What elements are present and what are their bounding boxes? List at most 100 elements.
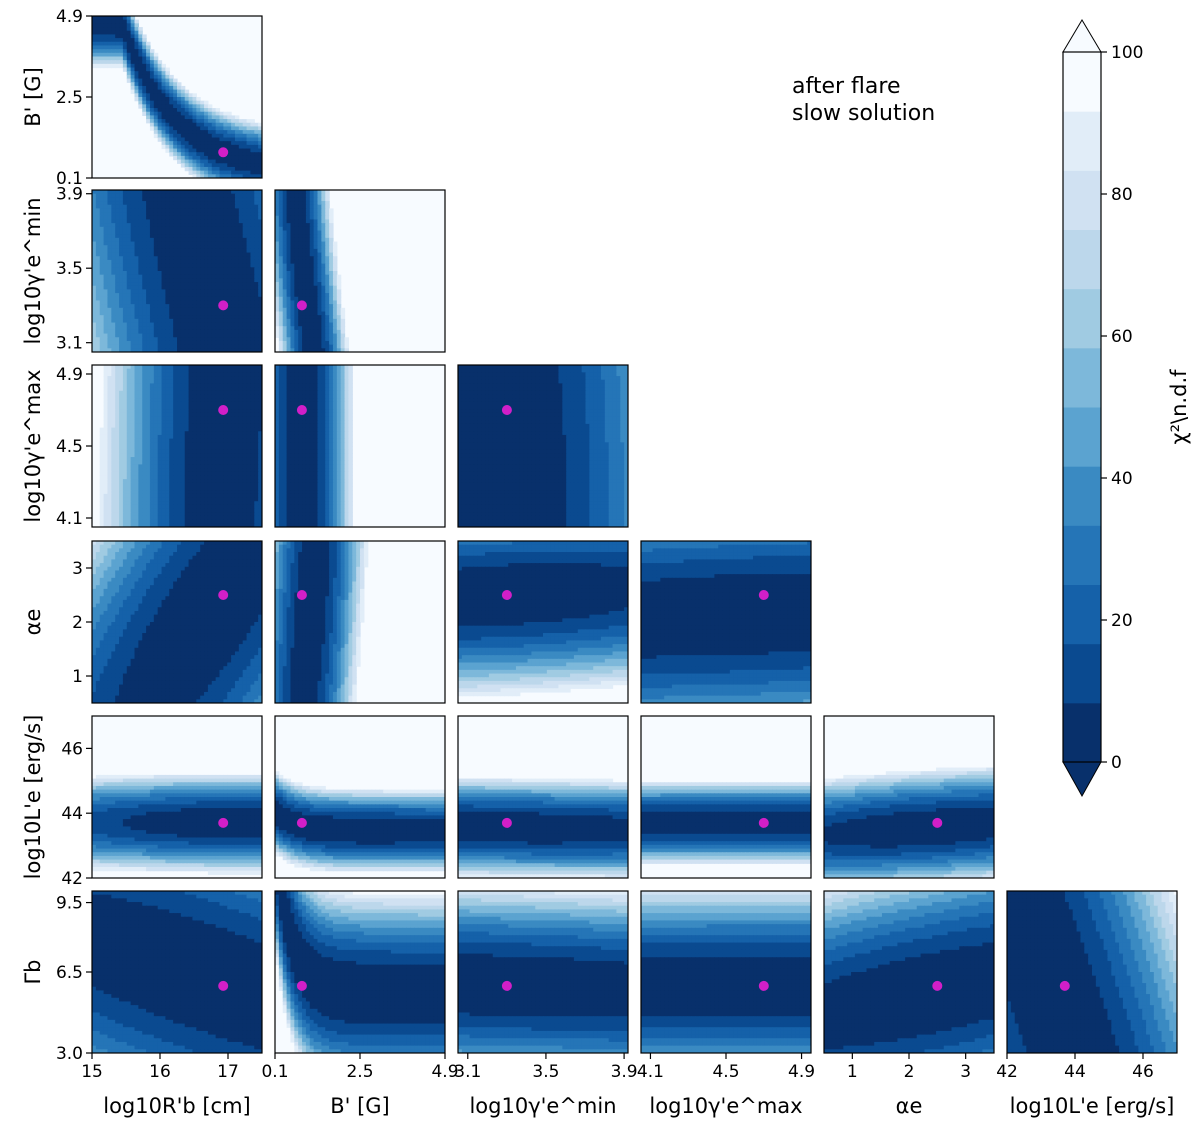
y-tick-label: 0.1 <box>56 169 83 189</box>
colorbar-level <box>1063 643 1101 704</box>
x-tick-label: 1 <box>847 1062 858 1082</box>
y-tick-label: 3.1 <box>56 334 83 354</box>
x-axis-label-R: log10R'b [cm] <box>103 1094 251 1118</box>
panel-B-vs-alpha <box>274 540 446 704</box>
colorbar-level <box>1063 584 1101 645</box>
panel-frame <box>457 890 629 1054</box>
y-tick-label: 46 <box>61 739 83 759</box>
panel-R-vs-B: 0.1 2.5 4.9 <box>56 7 263 189</box>
panel-gmax-vs-Le <box>640 715 812 879</box>
x-tick-label: 17 <box>217 1062 239 1082</box>
y-tick-label: 6.5 <box>56 963 83 983</box>
x-tick-label: 16 <box>149 1062 171 1082</box>
panel-B-vs-Gb: 0.1 2.5 4.9 <box>261 890 459 1082</box>
y-tick-label: 4.1 <box>56 509 83 529</box>
best-fit-marker <box>296 590 307 600</box>
best-fit-marker <box>501 405 512 415</box>
panel-frame <box>640 540 812 704</box>
best-fit-marker <box>296 405 307 415</box>
colorbar-extend-top <box>1062 19 1102 53</box>
panel-R-vs-alpha: 1 2 3 <box>72 540 263 704</box>
x-tick-label: 44 <box>1064 1062 1086 1082</box>
y-tick-label: 3.5 <box>56 259 83 279</box>
y-axis-label-Gb: Γb <box>21 959 45 984</box>
x-tick-label: 4.1 <box>637 1062 664 1082</box>
y-tick-label: 42 <box>61 869 83 889</box>
best-fit-marker <box>501 980 512 991</box>
best-fit-marker <box>296 300 307 311</box>
y-tick-label: 44 <box>61 804 83 824</box>
panel-frame <box>274 715 446 879</box>
panel-gmin-vs-Le <box>457 715 629 879</box>
colorbar-level <box>1063 170 1101 230</box>
x-tick-label: 3 <box>960 1062 971 1082</box>
panel-frame <box>640 715 812 879</box>
y-tick-label: 3 <box>72 559 83 579</box>
panel-B-vs-gmax <box>274 364 446 528</box>
best-fit-marker <box>501 590 512 600</box>
colorbar-level <box>1063 111 1101 171</box>
best-fit-marker <box>218 590 229 600</box>
x-axis-label-gmin: log10γ'e^min <box>469 1094 616 1118</box>
x-axis-label-B: B' [G] <box>330 1094 390 1118</box>
colorbar-level <box>1063 52 1101 112</box>
panel-frame <box>823 715 995 879</box>
panel-frame <box>457 540 629 704</box>
best-fit-marker <box>218 300 229 311</box>
x-tick-label: 46 <box>1132 1062 1154 1082</box>
y-tick-label: 1 <box>72 667 83 687</box>
colorbar-level <box>1063 407 1101 467</box>
colorbar-tick-label: 100 <box>1111 43 1143 63</box>
panel-gmin-vs-gmax <box>457 364 629 528</box>
y-tick-label: 2 <box>72 613 83 633</box>
x-tick-label: 0.1 <box>261 1062 288 1082</box>
panel-B-vs-gmin <box>274 189 446 353</box>
best-fit-marker <box>932 980 943 991</box>
panel-frame <box>457 364 629 528</box>
y-axis-label-gmax: log10γ'e^max <box>21 369 45 522</box>
x-tick-label: 3.9 <box>611 1062 638 1082</box>
best-fit-marker <box>758 590 769 600</box>
colorbar-tick-label: 0 <box>1111 753 1122 773</box>
y-tick-label: 3.0 <box>56 1044 83 1064</box>
panel-alpha-vs-Le <box>823 715 995 879</box>
colorbar-level <box>1063 525 1101 585</box>
colorbar-level <box>1063 466 1101 526</box>
panel-frame <box>1006 890 1178 1054</box>
panel-frame <box>274 540 446 704</box>
panel-R-vs-gmax: 4.1 4.5 4.9 <box>56 364 263 529</box>
x-tick-label: 15 <box>81 1062 103 1082</box>
x-axis-label-Le: log10L'e [erg/s] <box>1010 1094 1175 1118</box>
best-fit-marker <box>758 817 769 828</box>
y-tick-label: 9.5 <box>56 894 83 914</box>
colorbar: 0 20 40 60 80 100 χ²\n.d.f <box>1062 19 1191 798</box>
best-fit-marker <box>758 980 769 991</box>
x-tick-label: 3.5 <box>532 1062 559 1082</box>
panel-frame <box>457 715 629 879</box>
colorbar-level <box>1063 347 1101 408</box>
y-tick-label: 4.9 <box>56 7 83 27</box>
y-tick-label: 4.9 <box>56 365 83 385</box>
colorbar-tick-label: 60 <box>1111 327 1133 347</box>
colorbar-level <box>1063 288 1101 349</box>
colorbar-label: χ²\n.d.f <box>1167 369 1191 445</box>
colorbar-tick-label: 80 <box>1111 185 1133 205</box>
x-axis-label-gmax: log10γ'e^max <box>649 1094 802 1118</box>
x-tick-label: 4.9 <box>788 1062 815 1082</box>
y-tick-label: 3.9 <box>56 185 83 205</box>
panel-gmax-vs-alpha <box>640 540 812 704</box>
best-fit-marker <box>218 405 229 415</box>
x-tick-label: 2.5 <box>346 1062 373 1082</box>
panel-B-vs-Le <box>274 715 446 879</box>
best-fit-marker <box>501 817 512 828</box>
panel-grid: 0.12.54.93.13.53.94.14.54.91234244463.06… <box>21 7 1178 1118</box>
colorbar-level <box>1063 229 1101 290</box>
best-fit-marker <box>218 817 229 828</box>
y-tick-label: 2.5 <box>56 88 83 108</box>
x-tick-label: 4.5 <box>712 1062 739 1082</box>
panel-gmin-vs-Gb: 3.1 3.5 3.9 <box>454 890 638 1082</box>
best-fit-marker <box>296 980 307 991</box>
colorbar-level <box>1063 702 1101 763</box>
x-tick-label: 2 <box>904 1062 915 1082</box>
panel-gmax-vs-Gb: 4.1 4.5 4.9 <box>637 890 815 1082</box>
